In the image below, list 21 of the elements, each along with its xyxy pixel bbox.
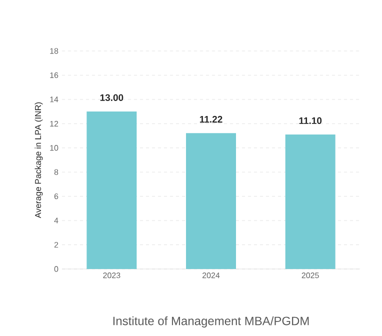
text: Institute of Management MBA/PGDM	[113, 316, 309, 328]
bar	[186, 133, 236, 269]
y-tick-label: 18	[50, 48, 58, 54]
data-label: 11.22	[200, 116, 222, 123]
y-tick-label: 14	[50, 96, 58, 102]
data-label: 13.00	[100, 94, 124, 102]
y-tick-label: 16	[50, 72, 58, 78]
y-axis-title: Average Package in LPA (INR)	[34, 102, 43, 218]
bar	[86, 112, 137, 269]
bar	[285, 134, 336, 269]
y-tick-label: 8	[54, 169, 58, 175]
y-tick-label: 2	[54, 242, 58, 248]
y-tick-label: 12	[50, 120, 58, 126]
x-tick-label: 2023	[103, 272, 120, 278]
y-tick-label: 10	[50, 145, 58, 151]
y-tick-label: 0	[54, 266, 58, 272]
y-tick-label: 4	[54, 218, 58, 224]
y-tick-label: 6	[54, 193, 58, 200]
data-label: 11.10	[299, 117, 322, 124]
x-tick-label: 2025	[302, 272, 319, 278]
x-tick-label: 2024	[202, 272, 220, 278]
